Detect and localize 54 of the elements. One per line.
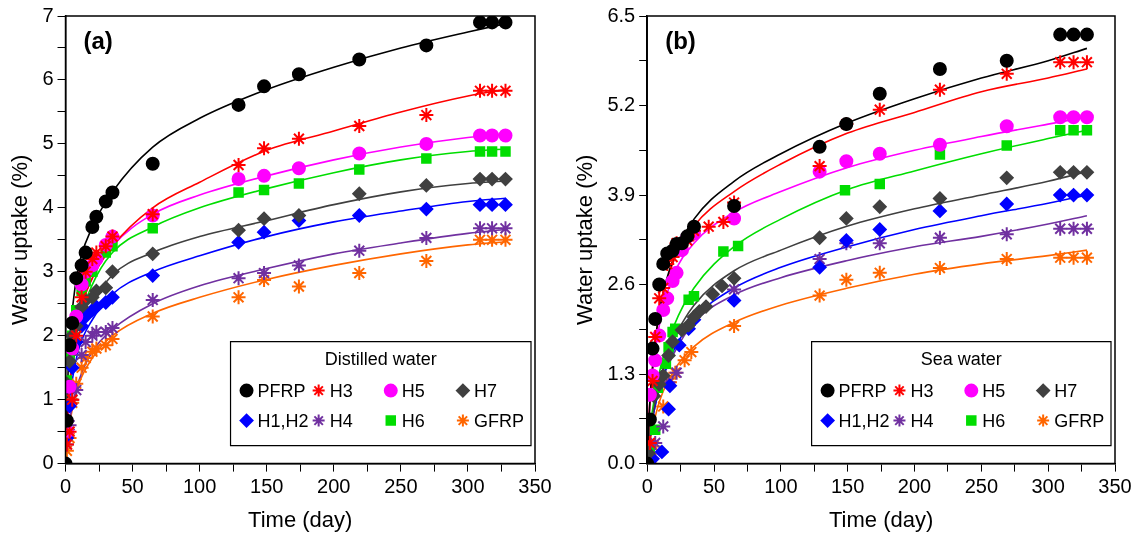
legend-label: H5 (401, 380, 425, 401)
legend-title: Sea water (920, 348, 1002, 369)
y-tick-label: 4 (42, 195, 54, 218)
y-tick-label: 7 (42, 3, 54, 26)
legend-label: H3 (910, 380, 934, 401)
y-tick-label: 3 (42, 259, 54, 282)
text: (a) (83, 26, 113, 54)
legend-label: H5 (982, 380, 1006, 401)
x-tick-label: 200 (897, 475, 932, 498)
y-tick-label: 5 (42, 131, 54, 154)
legend-label: H4 (910, 410, 934, 431)
x-axis-title: Time (day) (828, 506, 934, 532)
x-tick-label: 250 (964, 475, 999, 498)
legend-label: H4 (329, 410, 353, 431)
x-tick-label: 300 (451, 475, 485, 498)
x-axis-title: Time (day) (248, 506, 353, 532)
legend-label: GFRP (1054, 410, 1105, 431)
chart-title: (b) (665, 26, 696, 54)
x-tick-label: 150 (831, 475, 865, 498)
legend-label: H3 (329, 380, 353, 401)
y-tick-label: 2.6 (607, 272, 636, 295)
legend-label: H1,H2 (257, 410, 309, 431)
y-axis-title: Water uptake (%) (7, 154, 33, 325)
x-tick-label: 150 (250, 475, 284, 498)
x-tick-label: 200 (317, 475, 351, 498)
x-tick-label: 0 (641, 475, 653, 498)
y-tick-label: 2 (42, 323, 54, 346)
x-tick-label: 100 (182, 475, 217, 498)
y-tick-label: 3.9 (607, 182, 636, 205)
x-tick-label: 250 (384, 475, 418, 498)
y-axis-title: Water uptake (%) (572, 154, 598, 325)
x-tick-label: 350 (518, 475, 552, 498)
legend-label: H7 (473, 380, 497, 401)
x-tick-label: 300 (1031, 475, 1065, 498)
legend-label: H6 (982, 410, 1006, 431)
x-tick-label: 100 (764, 475, 798, 498)
legend-label: H7 (1054, 380, 1078, 401)
x-tick-label: 0 (59, 475, 72, 498)
y-tick-label: 0 (42, 451, 54, 474)
y-tick-label: 0.0 (607, 451, 636, 474)
y-tick-label: 6.5 (607, 3, 636, 26)
y-tick-label: 5.2 (607, 93, 636, 116)
legend-label: PFRP (257, 380, 306, 401)
y-tick-label: 1.3 (607, 361, 636, 384)
legend-title: Distilled water (324, 348, 437, 369)
x-tick-label: 50 (702, 475, 726, 498)
x-tick-label: 350 (1098, 475, 1132, 498)
legend-label: H6 (401, 410, 425, 431)
legend-label: H1,H2 (838, 410, 890, 431)
x-tick-label: 50 (121, 475, 144, 498)
y-tick-label: 6 (42, 67, 54, 90)
legend-label: PFRP (838, 380, 887, 401)
y-tick-label: 1 (42, 387, 54, 410)
legend-label: GFRP (473, 410, 524, 431)
